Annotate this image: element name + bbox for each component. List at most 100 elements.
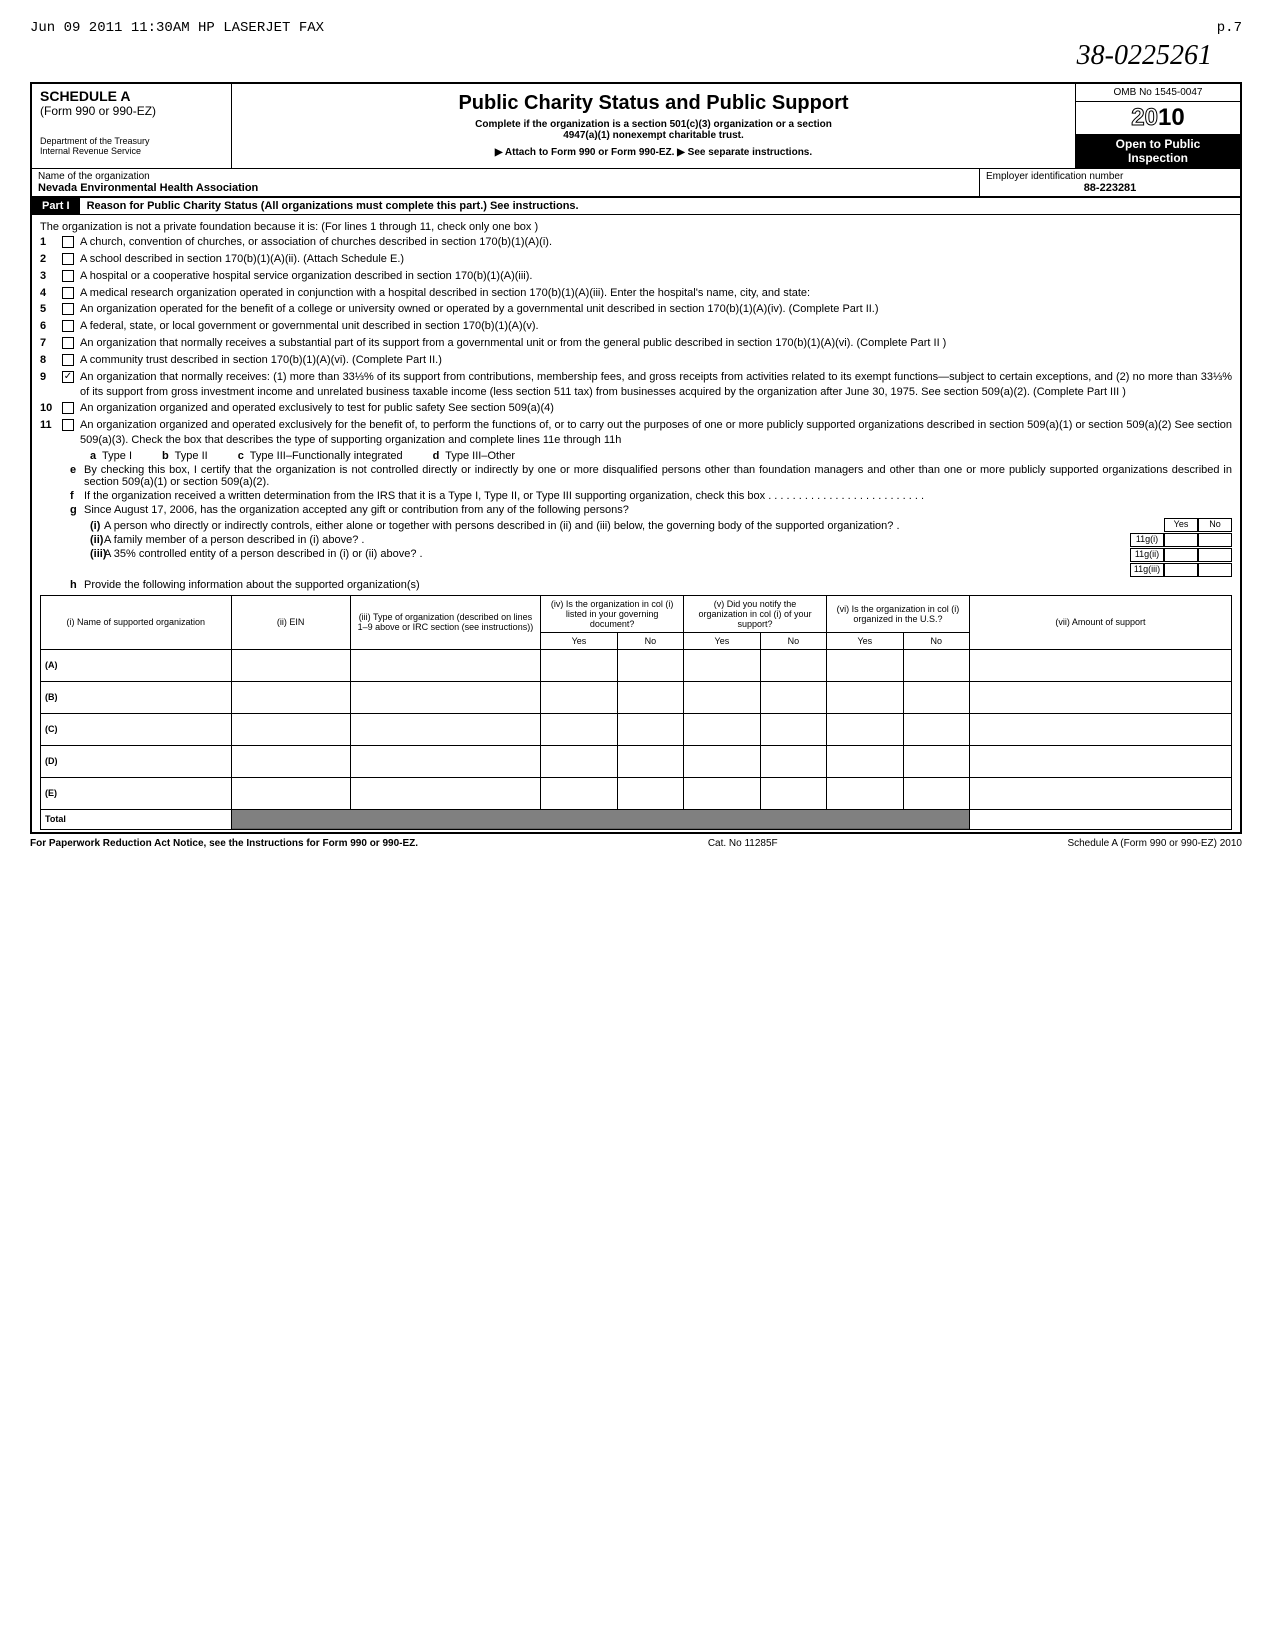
line-3: 3A hospital or a cooperative hospital se…: [40, 269, 1232, 284]
body: The organization is not a private founda…: [30, 215, 1242, 834]
yes-header: Yes: [1164, 518, 1198, 532]
th-us: (vi) Is the organization in col (i) orga…: [827, 595, 970, 632]
th-yes-3: Yes: [827, 632, 904, 649]
cell-11gii-no[interactable]: [1198, 548, 1232, 562]
type-3: Type III–Functionally integrated: [250, 450, 403, 462]
year: 2010: [1076, 102, 1240, 134]
cell-11gi-yes[interactable]: [1164, 533, 1198, 547]
checkbox-9[interactable]: ✓: [62, 371, 74, 383]
line-8: 8A community trust described in section …: [40, 353, 1232, 368]
schedule-box: SCHEDULE A (Form 990 or 990-EZ) Departme…: [32, 84, 232, 168]
th-no-3: No: [903, 632, 969, 649]
line-10: 10An organization organized and operated…: [40, 401, 1232, 416]
line-4: 4A medical research organization operate…: [40, 286, 1232, 301]
cell-11gii-yes[interactable]: [1164, 548, 1198, 562]
cell-11giii-yes[interactable]: [1164, 563, 1198, 577]
line-11gi-text: A person who directly or indirectly cont…: [104, 520, 900, 532]
checkbox-11[interactable]: [62, 419, 74, 431]
name-label: Name of the organization: [38, 171, 973, 182]
line-11-types: a Type I b Type II c Type III–Functional…: [90, 450, 1232, 462]
row-b-label: (B): [41, 681, 232, 713]
name-row: Name of the organization Nevada Environm…: [30, 168, 1242, 198]
line-11h: hProvide the following information about…: [70, 579, 1232, 591]
open-public: Open to Public Inspection: [1076, 134, 1240, 168]
line-11: 11An organization organized and operated…: [40, 418, 1232, 448]
checkbox-5[interactable]: [62, 303, 74, 315]
dept: Department of the Treasury: [40, 136, 223, 146]
checkbox-6[interactable]: [62, 320, 74, 332]
line-11g-ii: (ii)A family member of a person describe…: [90, 534, 1130, 546]
line-5-text: An organization operated for the benefit…: [80, 302, 1232, 317]
total-row: Total: [41, 809, 1232, 829]
checkbox-7[interactable]: [62, 337, 74, 349]
subtitle-2: 4947(a)(1) nonexempt charitable trust.: [240, 130, 1067, 141]
row-11gii: 11g(ii): [1130, 548, 1164, 562]
schedule-form: (Form 990 or 990-EZ): [40, 104, 223, 118]
cell-11giii-no[interactable]: [1198, 563, 1232, 577]
line-6: 6A federal, state, or local government o…: [40, 319, 1232, 334]
ein-cell: Employer identification number 88-223281: [980, 169, 1240, 196]
cell-11gi-no[interactable]: [1198, 533, 1232, 547]
th-listed: (iv) Is the organization in col (i) list…: [541, 595, 684, 632]
th-ein: (ii) EIN: [231, 595, 350, 649]
line-11giii-text: A 35% controlled entity of a person desc…: [104, 548, 423, 560]
line-11e-text: By checking this box, I certify that the…: [84, 464, 1232, 488]
checkbox-10[interactable]: [62, 402, 74, 414]
table-row: (B): [41, 681, 1232, 713]
line-11-text: An organization organized and operated e…: [80, 418, 1232, 448]
table-row: (A): [41, 649, 1232, 681]
total-hatched: [231, 809, 969, 829]
table-row: (C): [41, 713, 1232, 745]
inspection-label: Inspection: [1079, 151, 1237, 165]
footer-left: For Paperwork Reduction Act Notice, see …: [30, 838, 418, 849]
type-4: Type III–Other: [445, 450, 515, 462]
th-yes-2: Yes: [684, 632, 761, 649]
line-6-text: A federal, state, or local government or…: [80, 319, 1232, 334]
year-box: OMB No 1545-0047 2010 Open to Public Ins…: [1075, 84, 1240, 168]
checkbox-3[interactable]: [62, 270, 74, 282]
footer-mid: Cat. No 11285F: [708, 838, 778, 849]
th-no-2: No: [760, 632, 826, 649]
checkbox-2[interactable]: [62, 253, 74, 265]
line-11h-text: Provide the following information about …: [84, 579, 420, 591]
title-box: Public Charity Status and Public Support…: [232, 84, 1075, 168]
line-11e: eBy checking this box, I certify that th…: [70, 464, 1232, 488]
form-header: SCHEDULE A (Form 990 or 990-EZ) Departme…: [30, 82, 1242, 168]
subtitle-3: ▶ Attach to Form 990 or Form 990-EZ. ▶ S…: [240, 147, 1067, 158]
line-1: 1A church, convention of churches, or as…: [40, 235, 1232, 250]
line-11f: fIf the organization received a written …: [70, 490, 1232, 502]
line-2-text: A school described in section 170(b)(1)(…: [80, 252, 1232, 267]
row-e-label: (E): [41, 777, 232, 809]
total-label: Total: [41, 809, 232, 829]
th-amount: (vii) Amount of support: [969, 595, 1231, 649]
type-2: Type II: [175, 450, 208, 462]
line-11g: gSince August 17, 2006, has the organiza…: [70, 504, 1232, 516]
th-type: (iii) Type of organization (described on…: [350, 595, 541, 649]
intro-text: The organization is not a private founda…: [40, 221, 1232, 233]
row-c-label: (C): [41, 713, 232, 745]
type-1: Type I: [102, 450, 132, 462]
open-label: Open to Public: [1079, 137, 1237, 151]
fax-left: Jun 09 2011 11:30AM HP LASERJET FAX: [30, 20, 324, 36]
checkbox-4[interactable]: [62, 287, 74, 299]
row-11giii: 11g(iii): [1130, 563, 1164, 577]
line-11g-i: (i)A person who directly or indirectly c…: [90, 520, 1130, 532]
line-7: 7An organization that normally receives …: [40, 336, 1232, 351]
line-7-text: An organization that normally receives a…: [80, 336, 1232, 351]
footer: For Paperwork Reduction Act Notice, see …: [30, 838, 1242, 849]
table-row: (D): [41, 745, 1232, 777]
ein-label: Employer identification number: [986, 171, 1234, 182]
th-no-1: No: [617, 632, 683, 649]
line-9-text: An organization that normally receives: …: [80, 370, 1232, 400]
omb: OMB No 1545-0047: [1076, 84, 1240, 102]
fax-right: p.7: [1217, 20, 1242, 36]
yes-no-grid: YesNo 11g(i) 11g(ii) 11g(iii): [1130, 518, 1232, 577]
checkbox-1[interactable]: [62, 236, 74, 248]
org-name-cell: Name of the organization Nevada Environm…: [32, 169, 980, 196]
line-11gii-text: A family member of a person described in…: [104, 534, 364, 546]
line-9: 9✓An organization that normally receives…: [40, 370, 1232, 400]
line-11g-text: Since August 17, 2006, has the organizat…: [84, 504, 629, 516]
th-notify: (v) Did you notify the organization in c…: [684, 595, 827, 632]
total-amount[interactable]: [969, 809, 1231, 829]
checkbox-8[interactable]: [62, 354, 74, 366]
